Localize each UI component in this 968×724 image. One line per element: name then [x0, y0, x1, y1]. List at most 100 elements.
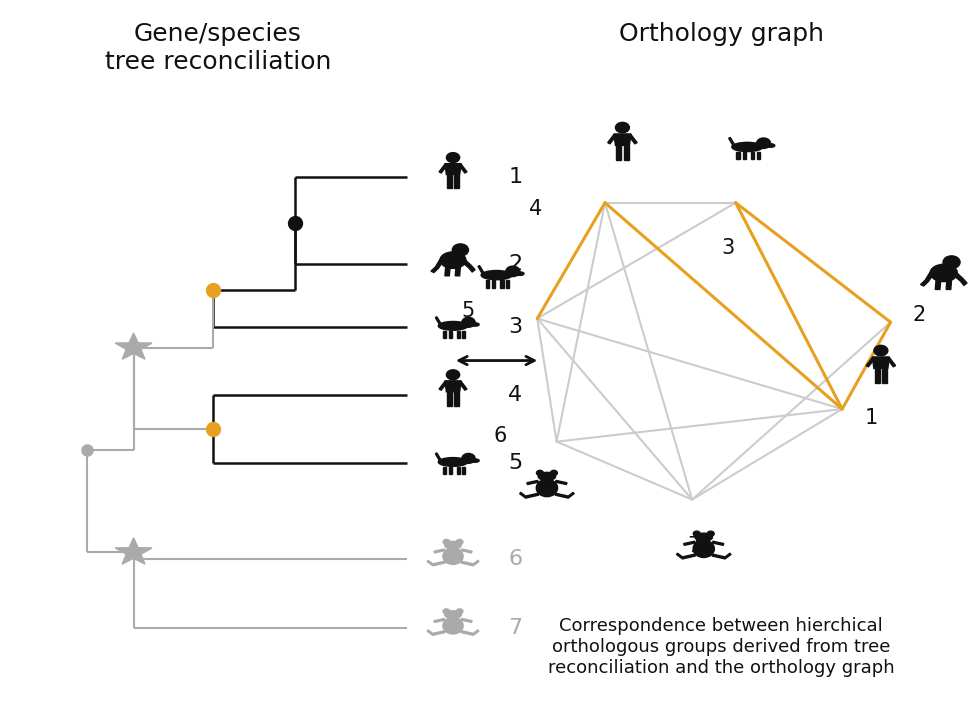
Text: 3: 3	[721, 237, 735, 258]
Text: 4: 4	[529, 198, 542, 219]
Polygon shape	[556, 492, 574, 498]
Polygon shape	[887, 358, 895, 367]
Text: Orthology graph: Orthology graph	[619, 22, 824, 46]
Polygon shape	[442, 331, 445, 337]
Polygon shape	[712, 542, 724, 545]
Polygon shape	[427, 630, 445, 636]
Polygon shape	[683, 542, 695, 545]
Circle shape	[551, 471, 558, 476]
Polygon shape	[628, 135, 637, 144]
Polygon shape	[442, 467, 445, 473]
Polygon shape	[500, 280, 503, 287]
Circle shape	[452, 244, 469, 256]
Ellipse shape	[471, 323, 479, 326]
Polygon shape	[751, 152, 754, 159]
Circle shape	[446, 370, 460, 379]
Polygon shape	[461, 258, 475, 272]
Polygon shape	[439, 164, 447, 173]
Polygon shape	[431, 256, 445, 272]
Polygon shape	[757, 152, 760, 159]
Polygon shape	[614, 134, 631, 146]
Circle shape	[874, 345, 888, 355]
Text: 1: 1	[864, 408, 878, 428]
Polygon shape	[935, 280, 941, 290]
Text: 2: 2	[913, 305, 926, 325]
Circle shape	[462, 317, 475, 327]
Circle shape	[708, 531, 714, 536]
Polygon shape	[478, 266, 483, 273]
Polygon shape	[463, 331, 466, 337]
Polygon shape	[677, 553, 695, 559]
Ellipse shape	[481, 271, 512, 279]
Polygon shape	[436, 453, 440, 460]
Polygon shape	[115, 333, 152, 359]
Ellipse shape	[732, 143, 763, 151]
Ellipse shape	[439, 458, 468, 466]
Polygon shape	[447, 174, 452, 188]
Polygon shape	[445, 267, 450, 276]
Polygon shape	[608, 135, 617, 144]
Polygon shape	[757, 138, 762, 146]
Ellipse shape	[443, 618, 463, 634]
Circle shape	[757, 138, 771, 148]
Ellipse shape	[443, 548, 463, 565]
Circle shape	[506, 266, 520, 277]
Text: Gene/species
tree reconciliation: Gene/species tree reconciliation	[105, 22, 331, 74]
Polygon shape	[520, 492, 538, 498]
Polygon shape	[882, 369, 887, 383]
Circle shape	[616, 122, 629, 132]
Polygon shape	[448, 331, 451, 337]
Polygon shape	[457, 467, 460, 473]
Polygon shape	[459, 382, 467, 390]
Polygon shape	[434, 549, 445, 553]
Polygon shape	[486, 280, 489, 287]
Polygon shape	[461, 630, 479, 636]
Polygon shape	[872, 357, 890, 369]
Ellipse shape	[536, 479, 558, 497]
Polygon shape	[115, 538, 152, 564]
Ellipse shape	[444, 542, 462, 549]
Polygon shape	[461, 618, 472, 623]
Polygon shape	[455, 267, 461, 276]
Circle shape	[446, 153, 460, 162]
Polygon shape	[439, 382, 447, 390]
Circle shape	[456, 539, 463, 544]
Polygon shape	[506, 280, 509, 287]
Ellipse shape	[440, 252, 466, 269]
Polygon shape	[447, 392, 452, 405]
Ellipse shape	[516, 272, 524, 275]
Polygon shape	[506, 266, 511, 274]
Circle shape	[536, 471, 543, 476]
Polygon shape	[946, 280, 952, 290]
Polygon shape	[729, 138, 734, 145]
Circle shape	[693, 531, 700, 536]
Polygon shape	[457, 331, 460, 337]
Ellipse shape	[695, 533, 712, 542]
Polygon shape	[742, 152, 745, 159]
Text: 3: 3	[508, 317, 523, 337]
Polygon shape	[527, 481, 538, 484]
Polygon shape	[454, 174, 459, 188]
Text: 1: 1	[508, 167, 523, 188]
Polygon shape	[617, 146, 621, 160]
Polygon shape	[492, 280, 495, 287]
Polygon shape	[463, 454, 467, 460]
Polygon shape	[875, 369, 880, 383]
Circle shape	[443, 609, 450, 614]
Ellipse shape	[767, 144, 774, 147]
Polygon shape	[454, 392, 459, 405]
Polygon shape	[427, 560, 445, 566]
Polygon shape	[623, 146, 628, 160]
Circle shape	[443, 539, 450, 544]
Polygon shape	[459, 164, 467, 173]
Polygon shape	[436, 317, 440, 324]
Polygon shape	[448, 467, 451, 473]
Ellipse shape	[930, 264, 957, 282]
Polygon shape	[445, 164, 461, 174]
Text: 5: 5	[508, 453, 523, 473]
Circle shape	[456, 609, 463, 614]
Polygon shape	[463, 318, 467, 324]
Polygon shape	[434, 618, 445, 623]
Text: 7: 7	[508, 618, 523, 639]
Text: 2: 2	[508, 254, 523, 274]
